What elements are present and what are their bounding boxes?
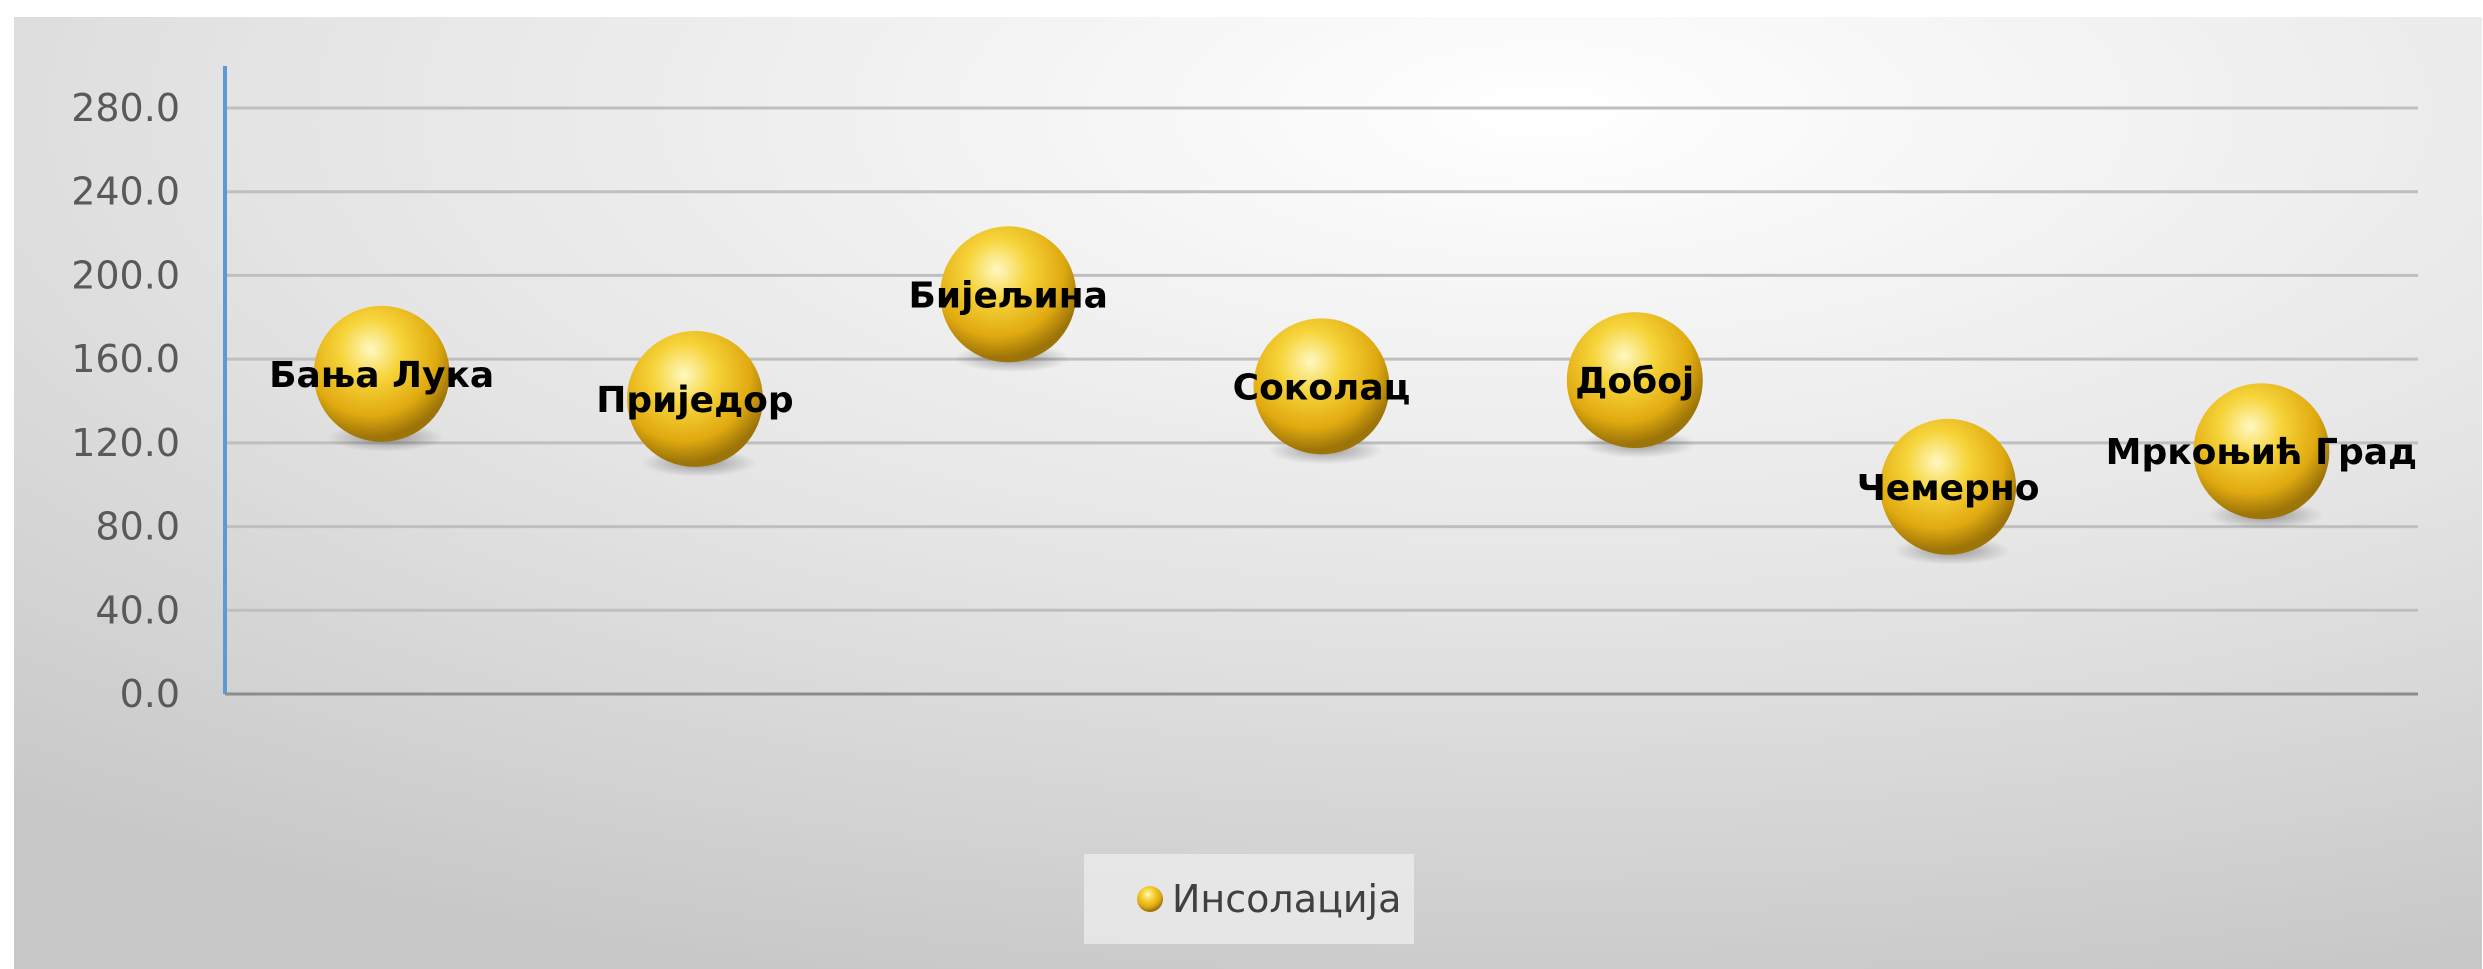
data-point-label: Бијељина xyxy=(908,275,1108,316)
data-point xyxy=(1253,318,1390,455)
y-tick-label: 120.0 xyxy=(71,421,180,465)
legend-marker-icon xyxy=(1137,886,1163,912)
data-point xyxy=(626,330,763,467)
y-tick-label: 280.0 xyxy=(71,86,180,130)
chart-area-background xyxy=(14,17,2482,969)
data-point-label: Бања Лука xyxy=(269,355,494,396)
legend-label: Инсолација xyxy=(1172,877,1401,921)
data-point-label: Добој xyxy=(1575,361,1694,402)
y-tick-label: 40.0 xyxy=(95,588,180,632)
data-point xyxy=(1566,312,1703,449)
y-tick-label: 200.0 xyxy=(71,253,180,297)
data-point xyxy=(2193,383,2330,520)
data-point-label: Соколац xyxy=(1233,367,1411,408)
y-tick-label: 0.0 xyxy=(120,672,180,716)
data-point-label: Чемерно xyxy=(1857,468,2040,509)
data-point xyxy=(940,226,1077,363)
y-tick-label: 80.0 xyxy=(95,505,180,549)
data-point xyxy=(1880,418,2017,555)
y-tick-label: 160.0 xyxy=(71,337,180,381)
data-markers xyxy=(313,226,2330,565)
data-point-label: Мркоњић Град xyxy=(2106,432,2417,473)
y-tick-label: 240.0 xyxy=(71,170,180,214)
y-axis-tick-labels: 0.0 40.0 80.0 120.0 160.0 200.0 240.0 280.0 xyxy=(71,86,180,716)
legend: Инсолација xyxy=(1084,854,1414,944)
data-point-label: Приједор xyxy=(596,380,793,421)
data-point xyxy=(313,305,450,442)
axes xyxy=(223,66,2418,696)
data-labels: Бања Лука Приједор Бијељина Соколац Добој Чем… xyxy=(269,275,2417,509)
